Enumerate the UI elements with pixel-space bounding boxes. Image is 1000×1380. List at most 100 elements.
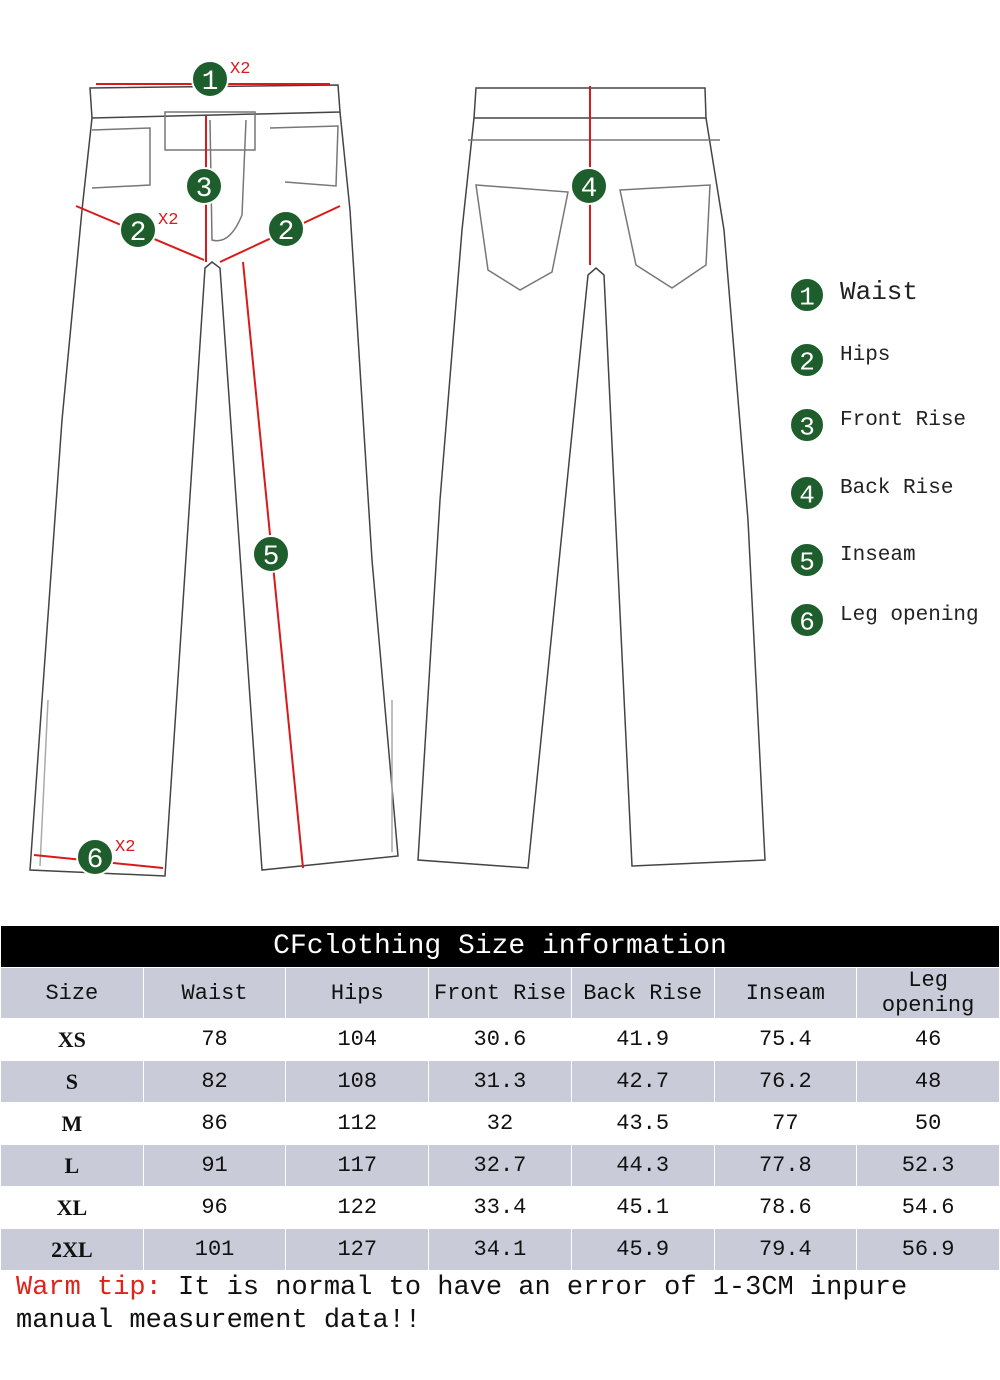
marker-number: 6 <box>87 845 104 876</box>
size-cell: XS <box>0 1018 144 1061</box>
tip-text: It is normal to have an error of 1-3CM i… <box>16 1273 908 1336</box>
cell: 43.5 <box>570 1102 715 1145</box>
marker-note: X2 <box>158 211 178 230</box>
marker-circle <box>570 167 608 205</box>
marker-circle <box>789 342 825 378</box>
cell: 33.4 <box>428 1186 572 1229</box>
table-row: S 82 108 31.3 42.7 76.2 48 <box>0 1060 1000 1103</box>
legend-label: Back Rise <box>840 477 953 500</box>
cell: 78.6 <box>713 1186 858 1229</box>
cell: 101 <box>142 1228 287 1271</box>
size-cell: M <box>0 1102 144 1145</box>
title-row: CFclothing Size information <box>0 925 1000 968</box>
back-pants <box>417 87 766 869</box>
measure-lines <box>33 83 591 869</box>
legend-label: Waist <box>840 277 918 307</box>
cell: 52.3 <box>856 1144 1000 1187</box>
cell: 56.9 <box>856 1228 1000 1271</box>
marker-number: 5 <box>799 547 815 577</box>
cell: 108 <box>285 1060 430 1103</box>
marker-note: X2 <box>115 838 135 857</box>
table-row: XS 78 104 30.6 41.9 75.4 46 <box>0 1018 1000 1061</box>
tip-label: Warm tip: <box>16 1273 162 1303</box>
column-header: Waist <box>142 967 287 1019</box>
cell: 54.6 <box>856 1186 1000 1229</box>
marker-number: 4 <box>581 174 598 205</box>
marker-note: X2 <box>230 60 250 79</box>
legend-label: Front Rise <box>840 409 966 432</box>
cell: 86 <box>142 1102 287 1145</box>
size-table: CFclothing Size information Size Waist Hips… <box>0 925 1000 1271</box>
size-cell: S <box>0 1060 144 1103</box>
warm-tip: Warm tip: It is normal to have an error … <box>16 1272 986 1338</box>
cell: 78 <box>142 1018 287 1061</box>
marker-number: 2 <box>130 218 147 249</box>
cell: 32.7 <box>428 1144 572 1187</box>
marker-circle <box>789 407 825 443</box>
table-title: CFclothing Size information <box>0 925 1000 968</box>
cell: 48 <box>856 1060 1000 1103</box>
cell: 112 <box>285 1102 430 1145</box>
marker-circle <box>191 60 229 98</box>
column-header: Back Rise <box>570 967 715 1019</box>
cell: 30.6 <box>428 1018 572 1061</box>
table-row: M 86 112 32 43.5 77 50 <box>0 1102 1000 1145</box>
marker-number: 6 <box>799 607 815 637</box>
cell: 42.7 <box>570 1060 715 1103</box>
cell: 117 <box>285 1144 430 1187</box>
cell: 45.9 <box>570 1228 715 1271</box>
marker-number: 1 <box>202 67 219 98</box>
legend-label: Inseam <box>840 544 916 567</box>
cell: 77 <box>713 1102 858 1145</box>
cell: 96 <box>142 1186 287 1229</box>
marker-number: 3 <box>799 412 815 442</box>
column-header: Leg opening <box>856 967 1000 1019</box>
marker-number: 5 <box>263 542 280 573</box>
table-row: 2XL 101 127 34.1 45.9 79.4 56.9 <box>0 1228 1000 1271</box>
cell: 44.3 <box>570 1144 715 1187</box>
marker-number: 2 <box>799 347 815 377</box>
cell: 76.2 <box>713 1060 858 1103</box>
cell: 104 <box>285 1018 430 1061</box>
marker-circle <box>185 167 223 205</box>
cell: 41.9 <box>570 1018 715 1061</box>
cell: 122 <box>285 1186 430 1229</box>
column-header: Hips <box>285 967 430 1019</box>
cell: 50 <box>856 1102 1000 1145</box>
marker-number: 1 <box>799 282 815 312</box>
marker-circle <box>76 838 114 876</box>
marker-number: 4 <box>799 480 815 510</box>
cell: 45.1 <box>570 1186 715 1229</box>
size-cell: 2XL <box>0 1228 144 1271</box>
header-row: Size Waist Hips Front Rise Back Rise Inseam Le… <box>0 967 1000 1019</box>
marker-circle <box>119 211 157 249</box>
table-row: L 91 117 32.7 44.3 77.8 52.3 <box>0 1144 1000 1187</box>
front-pants <box>29 84 399 877</box>
cell: 31.3 <box>428 1060 572 1103</box>
column-header: Front Rise <box>428 967 572 1019</box>
marker-number: 2 <box>278 217 295 248</box>
table-row: XL 96 122 33.4 45.1 78.6 54.6 <box>0 1186 1000 1229</box>
marker-circle <box>267 210 305 248</box>
cell: 34.1 <box>428 1228 572 1271</box>
diagram: 1 X2 2 X2 2 3 4 5 6 X2 1 Waist 2 Hips 3 Front Rise 4 Bac… <box>29 60 979 877</box>
marker-circle <box>252 535 290 573</box>
marker-circle <box>789 542 825 578</box>
marker-circle <box>789 277 825 313</box>
legend-label: Hips <box>840 344 890 367</box>
cell: 77.8 <box>713 1144 858 1187</box>
size-cell: XL <box>0 1186 144 1229</box>
size-cell: L <box>0 1144 144 1187</box>
cell: 46 <box>856 1018 1000 1061</box>
cell: 32 <box>428 1102 572 1145</box>
cell: 82 <box>142 1060 287 1103</box>
marker-circle <box>789 475 825 511</box>
cell: 91 <box>142 1144 287 1187</box>
column-header: Size <box>0 967 144 1019</box>
cell: 79.4 <box>713 1228 858 1271</box>
marker-number: 3 <box>196 174 213 205</box>
cell: 75.4 <box>713 1018 858 1061</box>
cell: 127 <box>285 1228 430 1271</box>
column-header: Inseam <box>713 967 858 1019</box>
